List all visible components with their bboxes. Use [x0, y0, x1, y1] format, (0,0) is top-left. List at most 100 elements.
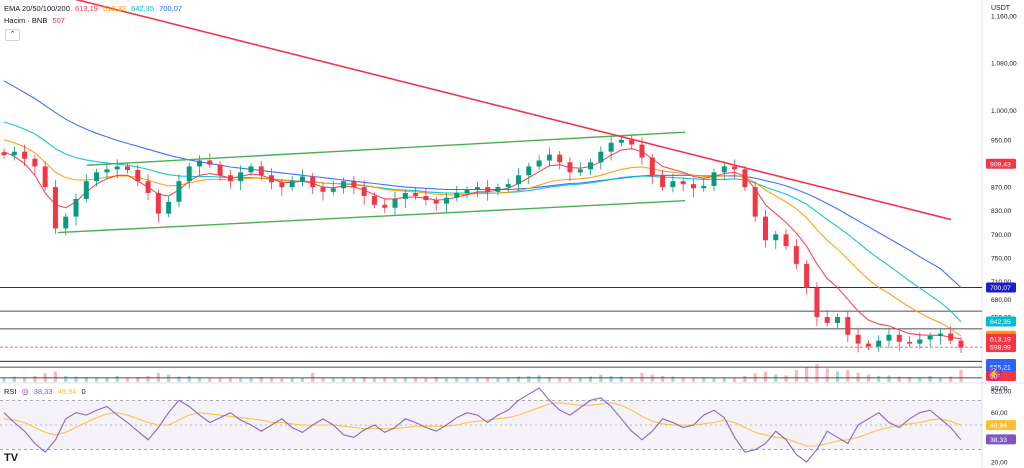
- volume-bar: [455, 378, 459, 382]
- rsi-ma-line: [3, 402, 962, 447]
- candle-body: [238, 172, 244, 182]
- ema100-line: [3, 121, 962, 323]
- lightning-icon[interactable]: ⚡: [987, 367, 1001, 381]
- candle-body: [608, 142, 614, 152]
- ema50-value: 618,32: [103, 4, 126, 13]
- candle-body: [310, 176, 316, 188]
- candle-body: [248, 166, 254, 173]
- volume-bar: [486, 378, 490, 382]
- volume-bar: [321, 377, 325, 382]
- candle-body: [166, 201, 172, 214]
- rsi-tick-label: 20,00: [991, 460, 1008, 467]
- candle-body: [207, 160, 213, 165]
- channel-lower-line: [57, 199, 686, 234]
- candle-body: [114, 166, 120, 170]
- price-axis[interactable]: 1.160,00 1.080,00 1.000,00 950,00 870,00 830,…: [986, 13, 1017, 467]
- volume-bar: [12, 376, 16, 382]
- candle-body: [721, 166, 727, 173]
- candle-body: [433, 200, 439, 204]
- candle-body: [588, 162, 594, 170]
- candle-body: [73, 198, 79, 217]
- candle-body: [958, 340, 964, 348]
- candle-body: [124, 166, 130, 170]
- candle-body: [423, 195, 429, 201]
- candle-body: [773, 234, 779, 241]
- price-tick-label: 525,00: [991, 388, 1012, 395]
- candle-body: [876, 340, 882, 347]
- candle-body: [793, 246, 799, 264]
- candle-body: [546, 154, 552, 161]
- candle-body: [660, 175, 666, 188]
- volume-bar: [475, 377, 479, 382]
- volume-bar: [53, 371, 58, 382]
- candle-body: [52, 187, 58, 229]
- volume-bar: [259, 377, 263, 382]
- price-tag-label: 642,35: [990, 319, 1011, 326]
- candle-body: [341, 181, 347, 189]
- volume-bar: [733, 378, 737, 382]
- candle-body: [762, 216, 768, 241]
- candle-body: [526, 166, 532, 176]
- rsi-extra-value: 0: [81, 387, 86, 396]
- candle-body: [690, 184, 696, 189]
- price-tick-label: 1.160,00: [991, 13, 1017, 20]
- volume-bar: [2, 377, 6, 382]
- volume-bar: [383, 377, 387, 382]
- volume-bar: [846, 370, 850, 382]
- price-tick-label: 950,00: [991, 137, 1012, 144]
- volume-legend[interactable]: Hacim · BNB 507: [4, 16, 68, 25]
- volume-bar: [372, 378, 377, 382]
- volume-bar: [444, 378, 449, 382]
- volume-bar: [763, 371, 768, 382]
- candle-body: [104, 169, 110, 173]
- volume-bar: [516, 376, 521, 382]
- volume-bar: [588, 376, 593, 382]
- candle-body: [443, 197, 449, 204]
- volume-bar: [825, 368, 829, 382]
- volume-bar: [938, 377, 943, 382]
- candle-body: [176, 181, 182, 202]
- price-tick-label: 830,00: [991, 208, 1012, 215]
- ema200-line: [3, 80, 962, 288]
- volume-bar: [918, 377, 922, 382]
- candle-body: [63, 216, 69, 229]
- volume-bar: [722, 377, 726, 382]
- candle-body: [42, 166, 48, 188]
- candle-body: [361, 187, 367, 196]
- volume-bar: [218, 378, 222, 382]
- rsi-line: [3, 387, 962, 463]
- price-tag-label: 598,99: [990, 345, 1011, 352]
- candle-body: [865, 343, 871, 347]
- rsi-legend[interactable]: RSI ◎ 38,33 49,94 0: [4, 387, 89, 396]
- volume-bar: [558, 377, 562, 382]
- volume-bar: [630, 377, 634, 382]
- candle-body: [896, 334, 902, 342]
- candle-body: [824, 317, 830, 323]
- candle-body: [835, 317, 841, 323]
- collapse-legend-button[interactable]: ⌃: [5, 29, 20, 41]
- candle-body: [536, 160, 542, 167]
- ema-legend[interactable]: EMA 20/50/100/200 613,19 618,32 642,35 7…: [4, 4, 185, 13]
- price-tag-bg: [986, 342, 1016, 353]
- price-tag-bg: [986, 333, 1016, 344]
- volume-bars: [2, 364, 963, 382]
- candle-body: [937, 333, 943, 336]
- candle-body: [927, 335, 933, 340]
- candle-body: [752, 187, 758, 217]
- volume-bar: [434, 376, 438, 382]
- candle-body: [485, 187, 491, 192]
- volume-bar: [671, 376, 675, 382]
- volume-bar: [660, 376, 665, 382]
- candle-body: [711, 172, 717, 186]
- channel-upper-line: [86, 131, 686, 166]
- price-tick-label: 1.080,00: [991, 61, 1017, 68]
- volume-bar: [691, 377, 696, 382]
- rsi-value: 38,33: [33, 387, 53, 396]
- volume-bar: [352, 377, 356, 382]
- volume-bar: [239, 378, 243, 382]
- price-tag-label: 565,21: [990, 365, 1011, 372]
- volume-bar: [568, 377, 572, 382]
- candle-body: [382, 204, 388, 208]
